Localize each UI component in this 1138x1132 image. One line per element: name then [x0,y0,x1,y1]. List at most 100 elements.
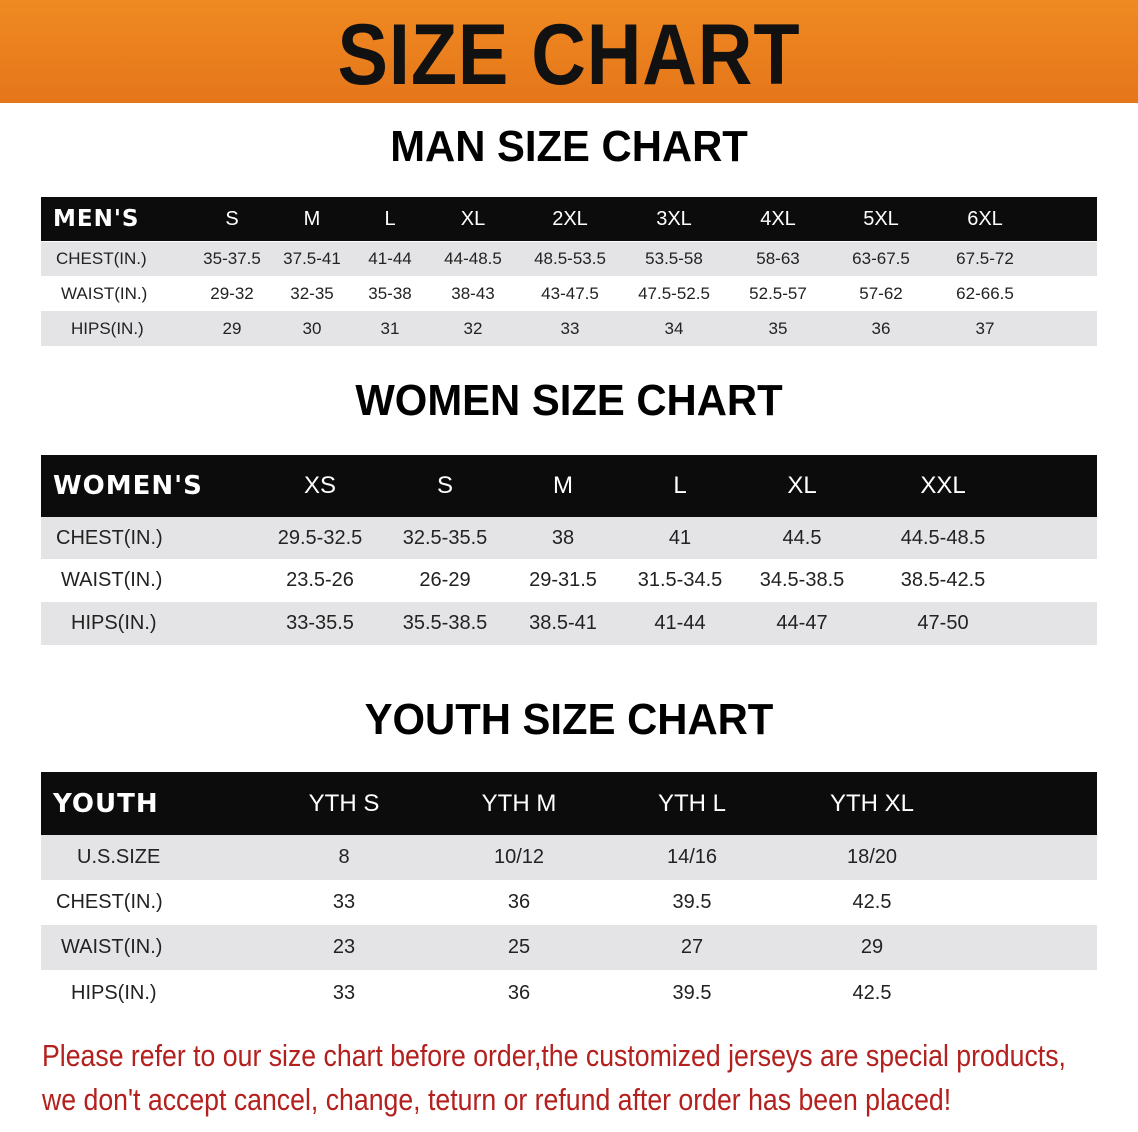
men-table-cell: 48.5-53.5 [534,249,606,268]
men-size-header: XL [460,207,486,230]
men-table-cell: 57-62 [859,284,903,303]
notice-line-1: Please refer to our size chart before or… [42,1038,1066,1073]
women-table-cell: 44-47 [776,612,828,634]
men-table-cell: 37 [975,318,995,338]
men-table-cell: 47.5-52.5 [638,284,710,303]
men-size-header: 3XL [656,207,692,230]
men-size-header: 6XL [967,207,1003,230]
men-header-row: MEN'S S M L XL 2XL 3XL 4XL 5XL 6XL [41,197,1097,241]
youth-section-title: YOUTH SIZE CHART [364,695,774,744]
women-table-cell: 31.5-34.5 [637,569,723,591]
youth-table-cell: 27 [680,936,704,958]
women-size-header: XXL [920,472,966,499]
women-table-row: HIPS(IN.) 33-35.5 35.5-38.5 38.5-41 41-44 44-… [41,602,1097,645]
women-row-label: WAIST(IN.) [61,569,163,591]
youth-table-row: HIPS(IN.) 33 36 39.5 42.5 [41,970,1097,1016]
youth-row-label: WAIST(IN.) [61,936,163,958]
banner-title: SIZE CHART [337,7,801,103]
men-table-cell: 67.5-72 [956,249,1014,268]
youth-table-cell: 36 [507,981,531,1004]
women-table-row: CHEST(IN.) 29.5-32.5 32.5-35.5 38 41 44.5 44.5… [41,517,1097,559]
men-table-cell: 32-35 [290,284,334,303]
men-table-cell: 29 [222,318,242,338]
youth-table-cell: 33 [332,891,356,913]
men-size-header: L [384,207,396,230]
women-size-header: L [673,472,687,499]
women-table-cell: 38.5-42.5 [900,569,986,591]
women-header-label: WOMEN'S [53,471,203,501]
men-header-label: MEN'S [53,206,140,232]
youth-size-header: YTH XL [829,789,915,817]
youth-table-cell: 39.5 [672,891,712,913]
youth-table-cell: 8 [338,846,350,868]
men-row-label: WAIST(IN.) [61,284,148,303]
women-section-title: WOMEN SIZE CHART [355,376,783,425]
youth-table-cell: 25 [507,936,531,958]
youth-row-label: CHEST(IN.) [56,891,163,913]
men-table-cell: 35-38 [368,284,412,303]
men-table-cell: 41-44 [368,249,412,268]
youth-header-row: YOUTH YTH S YTH M YTH L YTH XL [41,772,1097,835]
men-section-title: MAN SIZE CHART [390,122,748,171]
men-table-row: WAIST(IN.) 29-32 32-35 35-38 38-43 43-47.5 47.… [41,277,1097,311]
women-table-cell: 26-29 [419,569,471,591]
men-table-cell: 32 [463,318,483,338]
men-table-cell: 52.5-57 [749,284,807,303]
women-table-cell: 33-35.5 [286,612,354,634]
women-table-cell: 41 [668,526,692,549]
women-header-row: WOMEN'S XS S M L XL XXL [41,455,1097,517]
men-table-cell: 37.5-41 [283,249,341,268]
notice-line-2: we don't accept cancel, change, teturn o… [42,1082,952,1117]
youth-row-label: U.S.SIZE [77,846,161,868]
women-table-row: WAIST(IN.) 23.5-26 26-29 29-31.5 31.5-34.5 34… [41,559,1097,602]
women-table-cell: 47-50 [917,612,969,634]
women-table-cell: 41-44 [654,612,706,634]
banner: SIZE CHART [0,0,1138,103]
men-table-cell: 35-37.5 [203,249,261,268]
women-table-cell: 34.5-38.5 [759,569,845,591]
men-table-cell: 36 [871,318,891,338]
men-table-cell: 29-32 [210,284,254,303]
youth-table-row: U.S.SIZE 8 10/12 14/16 18/20 [41,835,1097,880]
youth-table-cell: 23 [332,936,356,958]
youth-table-cell: 10/12 [493,846,545,868]
youth-table-row: CHEST(IN.) 33 36 39.5 42.5 [41,880,1097,925]
youth-row-label: HIPS(IN.) [71,981,157,1004]
women-row-label: HIPS(IN.) [71,612,157,634]
men-table-cell: 30 [302,318,322,338]
youth-table-cell: 14/16 [666,846,718,868]
youth-table-cell: 18/20 [846,846,898,868]
women-table-cell: 44.5 [782,526,822,549]
men-table-cell: 53.5-58 [645,249,703,268]
women-size-table: WOMEN'S XS S M L XL XXL CHEST(IN.) 29.5-32.5 32.5… [41,455,1097,645]
men-table-row: HIPS(IN.) 29 30 31 32 33 34 35 36 37 [41,311,1097,346]
men-table-cell: 44-48.5 [444,249,502,268]
men-table-cell: 34 [664,318,684,338]
youth-table-cell: 42.5 [852,981,892,1004]
men-row-label: HIPS(IN.) [71,318,144,338]
youth-table-cell: 39.5 [672,981,712,1004]
women-size-header: XL [787,472,817,499]
men-table-cell: 58-63 [756,249,800,268]
youth-size-header: YTH M [481,789,557,817]
youth-table-cell: 33 [332,981,356,1004]
men-size-header: 5XL [863,207,899,230]
youth-header-label: YOUTH [53,788,159,819]
women-size-header: M [553,472,573,499]
youth-table-cell: 29 [860,936,884,958]
women-table-cell: 23.5-26 [286,569,354,591]
women-table-cell: 35.5-38.5 [402,612,488,634]
women-table-cell: 32.5-35.5 [402,526,488,549]
men-row-label: CHEST(IN.) [56,249,147,268]
women-table-cell: 38 [551,526,575,549]
women-table-cell: 29.5-32.5 [277,526,363,549]
youth-size-table: YOUTH YTH S YTH M YTH L YTH XL U.S.SIZE 8 10/12… [41,772,1097,1016]
men-table-row: CHEST(IN.) 35-37.5 37.5-41 41-44 44-48.5 48.5… [41,242,1097,276]
men-table-cell: 38-43 [451,284,495,303]
men-size-header: 4XL [760,207,796,230]
youth-size-header: YTH S [308,789,380,817]
men-size-table: MEN'S S M L XL 2XL 3XL 4XL 5XL 6XL CHEST(IN.) 35-37… [41,197,1097,346]
youth-table-row: WAIST(IN.) 23 25 27 29 [41,925,1097,970]
men-table-cell: 62-66.5 [956,284,1014,303]
men-table-cell: 63-67.5 [852,249,910,268]
